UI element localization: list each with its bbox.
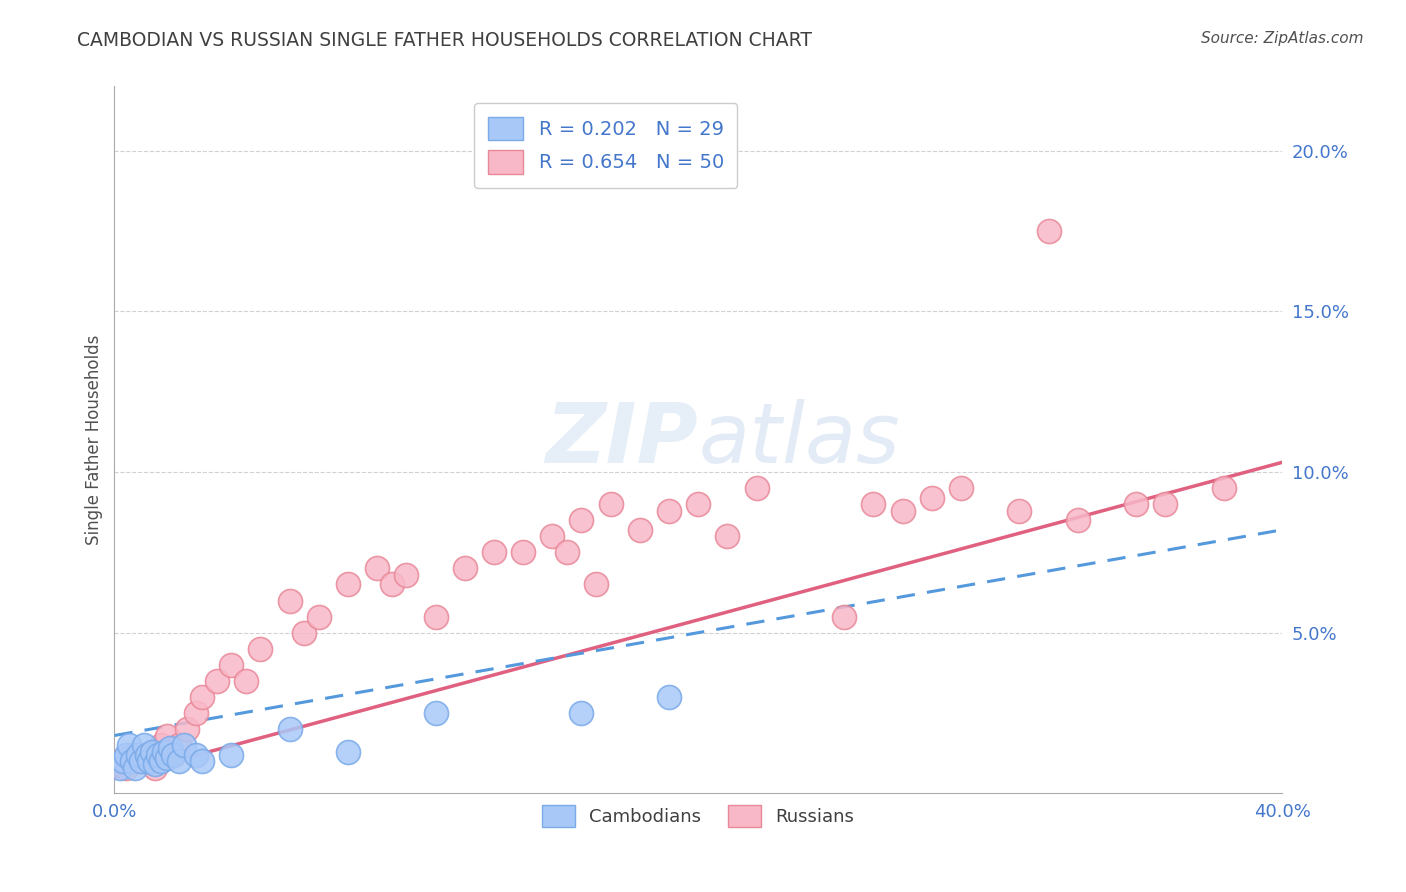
Text: ZIP: ZIP [546,400,699,481]
Point [167,738,190,752]
Point [156,729,179,743]
Point [127,754,149,768]
Point [949,481,972,495]
Point [138,754,160,768]
Point [891,503,914,517]
Point [1154,497,1177,511]
Point [921,491,943,505]
Text: atlas: atlas [699,400,900,481]
Point [162,747,184,762]
Point [121,747,143,762]
Point [176,722,198,736]
Point [454,561,477,575]
Point [541,529,564,543]
Point [143,761,166,775]
Point [186,706,208,720]
Point [658,690,681,704]
Point [143,757,166,772]
Point [205,673,228,688]
Point [292,625,315,640]
Point [167,754,190,768]
Text: CAMBODIAN VS RUSSIAN SINGLE FATHER HOUSEHOLDS CORRELATION CHART: CAMBODIAN VS RUSSIAN SINGLE FATHER HOUSE… [77,31,813,50]
Point [118,738,141,752]
Point [571,706,593,720]
Point [745,481,768,495]
Point [112,754,135,768]
Legend: Cambodians, Russians: Cambodians, Russians [536,797,862,834]
Point [150,754,173,768]
Point [585,577,607,591]
Text: Source: ZipAtlas.com: Source: ZipAtlas.com [1201,31,1364,46]
Point [832,609,855,624]
Point [482,545,505,559]
Point [141,745,163,759]
Point [153,745,176,759]
Point [658,503,681,517]
Point [115,747,138,762]
Point [110,754,132,768]
Point [162,747,184,762]
Point [191,690,214,704]
Point [1125,497,1147,511]
Point [308,609,330,624]
Point [135,747,157,762]
Point [127,747,149,762]
Point [278,593,301,607]
Point [716,529,738,543]
Point [555,545,578,559]
Point [628,523,651,537]
Point [425,706,447,720]
Point [336,745,359,759]
Point [599,497,621,511]
Point [159,741,181,756]
Point [425,609,447,624]
Y-axis label: Single Father Households: Single Father Households [86,334,103,545]
Point [336,577,359,591]
Point [129,754,152,768]
Point [571,513,593,527]
Point [1038,224,1060,238]
Point [1067,513,1090,527]
Point [1212,481,1234,495]
Point [148,747,170,762]
Point [381,577,404,591]
Point [191,754,214,768]
Point [249,641,271,656]
Point [219,747,242,762]
Point [862,497,884,511]
Point [132,738,155,752]
Point [395,567,418,582]
Point [219,657,242,672]
Point [138,747,160,762]
Point [132,754,155,768]
Point [156,751,179,765]
Point [688,497,710,511]
Point [512,545,534,559]
Point [366,561,388,575]
Point [278,722,301,736]
Point [1008,503,1031,517]
Point [110,761,132,775]
Point [186,747,208,762]
Point [115,761,138,775]
Point [124,761,146,775]
Point [150,738,173,752]
Point [235,673,257,688]
Point [121,754,143,768]
Point [173,738,195,752]
